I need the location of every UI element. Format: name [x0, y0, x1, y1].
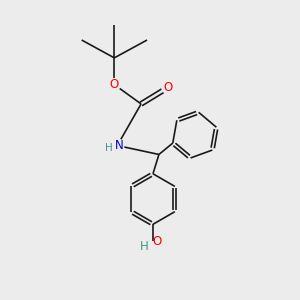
Text: O: O	[152, 235, 161, 248]
Text: H: H	[140, 239, 149, 253]
Text: O: O	[110, 78, 119, 91]
Circle shape	[108, 79, 120, 91]
Circle shape	[162, 82, 174, 94]
Text: O: O	[163, 81, 172, 94]
Text: N: N	[115, 139, 124, 152]
Circle shape	[111, 139, 124, 152]
Text: H: H	[105, 143, 113, 153]
